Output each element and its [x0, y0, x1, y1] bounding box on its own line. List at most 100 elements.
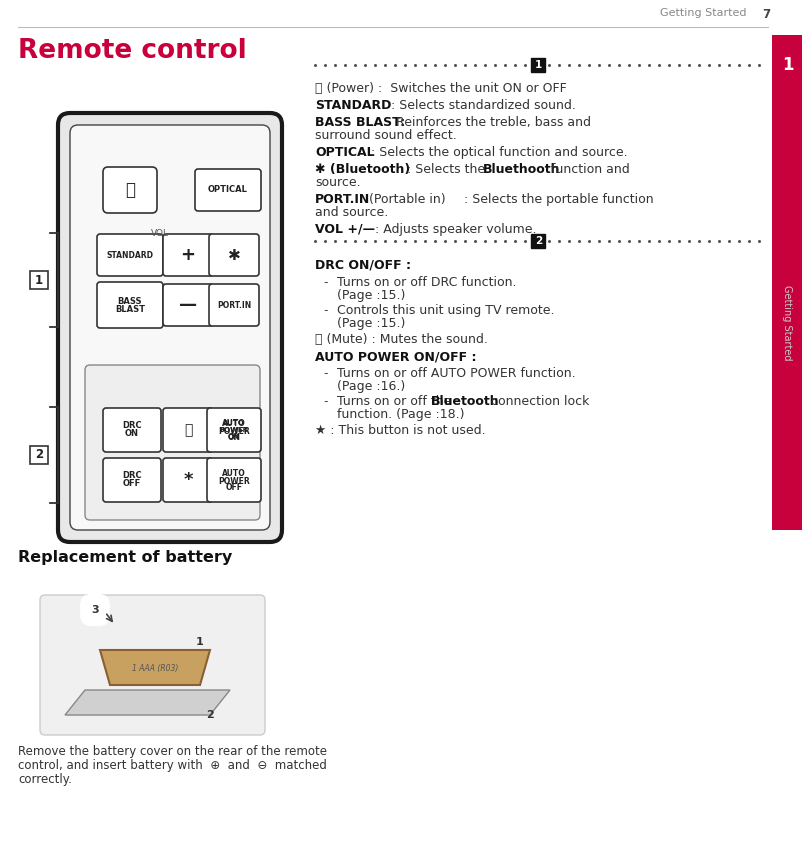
Text: ON: ON — [125, 429, 139, 439]
FancyBboxPatch shape — [163, 284, 213, 326]
Text: source.: source. — [314, 176, 360, 189]
Bar — [30, 446, 48, 464]
FancyBboxPatch shape — [209, 234, 259, 276]
Text: 7: 7 — [761, 8, 769, 21]
Text: control, and insert battery with  ⊕  and  ⊖  matched: control, and insert battery with ⊕ and ⊖… — [18, 759, 326, 772]
FancyBboxPatch shape — [97, 234, 163, 276]
Text: ⏻ (Power) :  Switches the unit ON or OFF: ⏻ (Power) : Switches the unit ON or OFF — [314, 82, 566, 95]
FancyBboxPatch shape — [163, 458, 213, 502]
Text: OPTICAL: OPTICAL — [208, 186, 248, 194]
Text: BASS BLAST:: BASS BLAST: — [314, 116, 405, 129]
Text: —: — — [179, 296, 196, 314]
Text: function. (Page :18.): function. (Page :18.) — [337, 408, 464, 421]
Text: -: - — [322, 367, 327, 380]
FancyBboxPatch shape — [85, 365, 260, 520]
Text: : Selects the portable function: : Selects the portable function — [460, 193, 653, 206]
Text: 3: 3 — [91, 605, 99, 615]
Text: OFF: OFF — [225, 483, 242, 492]
Bar — [30, 271, 48, 289]
Text: and source.: and source. — [314, 206, 387, 219]
Text: Getting Started: Getting Started — [781, 285, 792, 360]
Text: Remove the battery cover on the rear of the remote: Remove the battery cover on the rear of … — [18, 745, 326, 758]
Text: 2: 2 — [534, 236, 541, 246]
FancyBboxPatch shape — [207, 458, 261, 502]
Text: Getting Started: Getting Started — [659, 8, 746, 18]
Polygon shape — [65, 690, 229, 715]
FancyBboxPatch shape — [103, 458, 160, 502]
Text: Controls this unit using TV remote.: Controls this unit using TV remote. — [337, 304, 554, 317]
Text: -: - — [322, 395, 327, 408]
Text: ✱ (Bluetooth): ✱ (Bluetooth) — [314, 163, 410, 176]
FancyBboxPatch shape — [209, 284, 259, 326]
Text: (Page :15.): (Page :15.) — [337, 317, 405, 330]
Text: (Portable in): (Portable in) — [365, 193, 445, 206]
Text: -: - — [322, 276, 327, 289]
Polygon shape — [100, 650, 210, 685]
Text: function and: function and — [546, 163, 629, 176]
Text: Remote control: Remote control — [18, 38, 246, 64]
Text: OFF: OFF — [123, 480, 141, 488]
Text: Turns on or off DRC function.: Turns on or off DRC function. — [337, 276, 516, 289]
Text: : Selects standardized sound.: : Selects standardized sound. — [387, 99, 575, 112]
Text: Turns on or off AUTO POWER function.: Turns on or off AUTO POWER function. — [337, 367, 575, 380]
FancyBboxPatch shape — [103, 408, 160, 452]
Text: Reinforces the treble, bass and: Reinforces the treble, bass and — [391, 116, 590, 129]
FancyBboxPatch shape — [40, 595, 265, 735]
FancyBboxPatch shape — [531, 234, 545, 248]
Text: *: * — [183, 471, 192, 489]
Text: -: - — [322, 304, 327, 317]
Text: 1 AAA (R03): 1 AAA (R03) — [132, 664, 178, 672]
Text: Bluetooth: Bluetooth — [431, 395, 499, 408]
Text: VOL +/—: VOL +/— — [314, 223, 375, 236]
Text: Turns on or off the: Turns on or off the — [337, 395, 455, 408]
Text: DRC ON/OFF :: DRC ON/OFF : — [314, 259, 411, 272]
Text: 1: 1 — [35, 273, 43, 286]
Text: POWER: POWER — [218, 427, 249, 435]
Text: surround sound effect.: surround sound effect. — [314, 129, 456, 142]
Text: 2: 2 — [35, 448, 43, 462]
Text: ✱: ✱ — [227, 247, 240, 262]
Text: POWER: POWER — [218, 476, 249, 486]
FancyBboxPatch shape — [163, 234, 213, 276]
FancyBboxPatch shape — [163, 408, 213, 452]
Text: PORT.IN: PORT.IN — [217, 301, 251, 309]
FancyBboxPatch shape — [58, 113, 282, 542]
Text: DRC: DRC — [122, 422, 142, 430]
Text: AUTO
POWER
ON: AUTO POWER ON — [219, 420, 248, 440]
Text: Replacement of battery: Replacement of battery — [18, 550, 232, 565]
Text: 1: 1 — [196, 637, 204, 647]
Text: ON: ON — [227, 434, 241, 442]
Text: BASS: BASS — [118, 296, 142, 306]
Text: : Selects the: : Selects the — [403, 163, 488, 176]
Text: AUTO: AUTO — [222, 419, 245, 429]
Bar — [771, 35, 802, 530]
Text: AUTO POWER ON/OFF :: AUTO POWER ON/OFF : — [314, 350, 476, 363]
Text: (Page :16.): (Page :16.) — [337, 380, 405, 393]
FancyBboxPatch shape — [195, 169, 261, 211]
Text: ⏻: ⏻ — [125, 181, 135, 199]
FancyBboxPatch shape — [531, 58, 545, 72]
Text: Bluethooth: Bluethooth — [482, 163, 560, 176]
Text: PORT.IN: PORT.IN — [314, 193, 370, 206]
Text: STANDARD: STANDARD — [107, 250, 153, 260]
Text: 🔇: 🔇 — [184, 423, 192, 437]
Text: OPTICAL: OPTICAL — [314, 146, 375, 159]
Text: 1: 1 — [781, 56, 792, 74]
FancyBboxPatch shape — [207, 408, 261, 452]
FancyBboxPatch shape — [103, 167, 157, 213]
Text: correctly.: correctly. — [18, 773, 72, 786]
Text: connection lock: connection lock — [486, 395, 589, 408]
Text: AUTO: AUTO — [222, 469, 245, 479]
Text: ★ : This button is not used.: ★ : This button is not used. — [314, 424, 485, 437]
Text: 2: 2 — [206, 710, 213, 720]
Text: +: + — [180, 246, 195, 264]
Text: 1: 1 — [534, 60, 541, 70]
Text: : Adjusts speaker volume.: : Adjusts speaker volume. — [371, 223, 536, 236]
Text: VOL: VOL — [151, 228, 168, 238]
FancyBboxPatch shape — [70, 125, 269, 530]
FancyBboxPatch shape — [97, 282, 163, 328]
Text: DRC: DRC — [122, 471, 142, 481]
Text: 🔇 (Mute) : Mutes the sound.: 🔇 (Mute) : Mutes the sound. — [314, 333, 488, 346]
Text: (Page :15.): (Page :15.) — [337, 289, 405, 302]
Text: STANDARD: STANDARD — [314, 99, 391, 112]
